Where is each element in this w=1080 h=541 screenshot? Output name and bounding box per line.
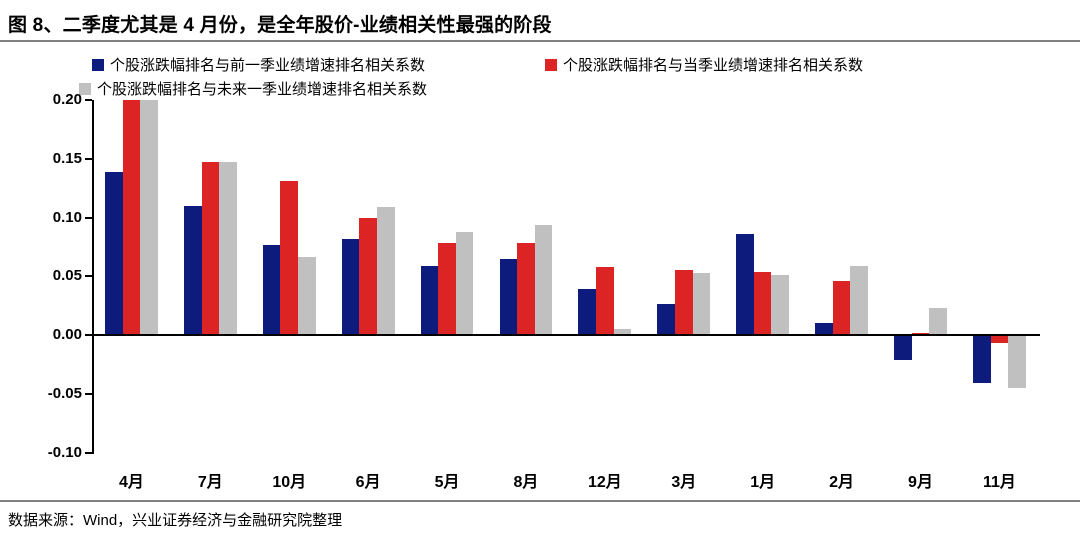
bar: [201, 162, 220, 335]
y-axis-line: [92, 100, 94, 454]
y-tick-mark: [85, 451, 92, 454]
legend-entry-next-quarter: 个股涨跌幅排名与未来一季业绩增速排名相关系数: [79, 78, 427, 99]
figure-title: 图 8、二季度尤其是 4 月份，是全年股价-业绩相关性最强的阶段: [8, 15, 552, 36]
legend-entry-current-quarter: 个股涨跌幅排名与当季业绩增速排名相关系数: [545, 54, 863, 75]
bar: [674, 270, 693, 335]
title-divider: [0, 40, 1080, 42]
bar: [894, 336, 912, 360]
legend-swatch-next-quarter-icon: [79, 82, 91, 95]
bar: [262, 244, 281, 335]
bar: [140, 100, 158, 335]
bar: [990, 336, 1009, 344]
bar: [183, 205, 202, 335]
bar: [499, 258, 518, 335]
bar: [122, 100, 141, 335]
bar: [280, 181, 298, 335]
legend-swatch-current-quarter-icon: [545, 58, 557, 71]
y-tick-label: -0.10: [47, 443, 82, 461]
x-tick-label: 5月: [434, 474, 460, 491]
y-tick-mark: [85, 334, 92, 336]
bar: [578, 289, 597, 335]
bar: [517, 243, 535, 335]
bar: [376, 206, 395, 335]
x-tick-label: 12月: [587, 474, 622, 491]
bar: [832, 280, 851, 335]
zero-line: [92, 334, 1040, 336]
x-tick-label: 10月: [272, 474, 307, 491]
x-tick-label: 2月: [829, 474, 855, 491]
y-tick-label: 0.10: [52, 208, 82, 226]
bar: [815, 323, 833, 335]
bar: [929, 307, 947, 335]
bar: [1008, 336, 1026, 388]
legend-label-current-quarter: 个股涨跌幅排名与当季业绩增速排名相关系数: [563, 57, 864, 74]
legend-swatch-prev-quarter-icon: [92, 58, 104, 71]
y-tick-mark: [85, 99, 92, 101]
bar: [596, 266, 614, 335]
bar: [420, 265, 439, 335]
legend-label-next-quarter: 个股涨跌幅排名与未来一季业绩增速排名相关系数: [97, 81, 428, 98]
bar: [736, 233, 754, 335]
bar: [438, 243, 456, 335]
bar: [219, 162, 237, 335]
bar: [359, 217, 377, 335]
y-tick-mark: [85, 275, 92, 278]
y-tick-label: 0.15: [52, 149, 82, 167]
y-tick-mark: [85, 157, 92, 160]
source-note: 数据来源：Wind，兴业证券经济与金融研究院整理: [8, 512, 343, 529]
x-tick-label: 3月: [671, 474, 697, 491]
bar: [341, 238, 360, 335]
bar: [455, 231, 474, 335]
y-tick-label: 0.20: [52, 91, 82, 108]
bar: [105, 171, 123, 335]
bar: [692, 272, 711, 335]
x-tick-label: 7月: [197, 474, 223, 491]
footer-divider: [0, 500, 1080, 502]
y-tick-mark: [85, 392, 92, 395]
y-tick-label: 0.00: [52, 326, 82, 343]
y-tick-label: 0.05: [52, 267, 82, 285]
x-tick-label: 8月: [513, 474, 539, 491]
bar: [973, 336, 991, 383]
bar: [613, 329, 632, 335]
bar: [911, 332, 930, 335]
x-tick-label: 11月: [982, 474, 1016, 491]
legend-label-prev-quarter: 个股涨跌幅排名与前一季业绩增速排名相关系数: [110, 57, 426, 74]
x-tick-label: 6月: [355, 474, 381, 491]
bar: [850, 265, 868, 335]
x-tick-label: 1月: [750, 474, 776, 491]
legend-entry-prev-quarter: 个股涨跌幅排名与前一季业绩增速排名相关系数: [92, 54, 425, 75]
bar: [298, 257, 316, 335]
y-tick-label: -0.05: [47, 384, 82, 402]
bar: [657, 304, 675, 335]
bar: [534, 224, 553, 335]
x-tick-label: 9月: [908, 474, 933, 491]
bar: [753, 271, 772, 335]
y-tick-mark: [85, 216, 92, 219]
bar: [771, 275, 790, 335]
x-tick-label: 4月: [118, 474, 144, 491]
